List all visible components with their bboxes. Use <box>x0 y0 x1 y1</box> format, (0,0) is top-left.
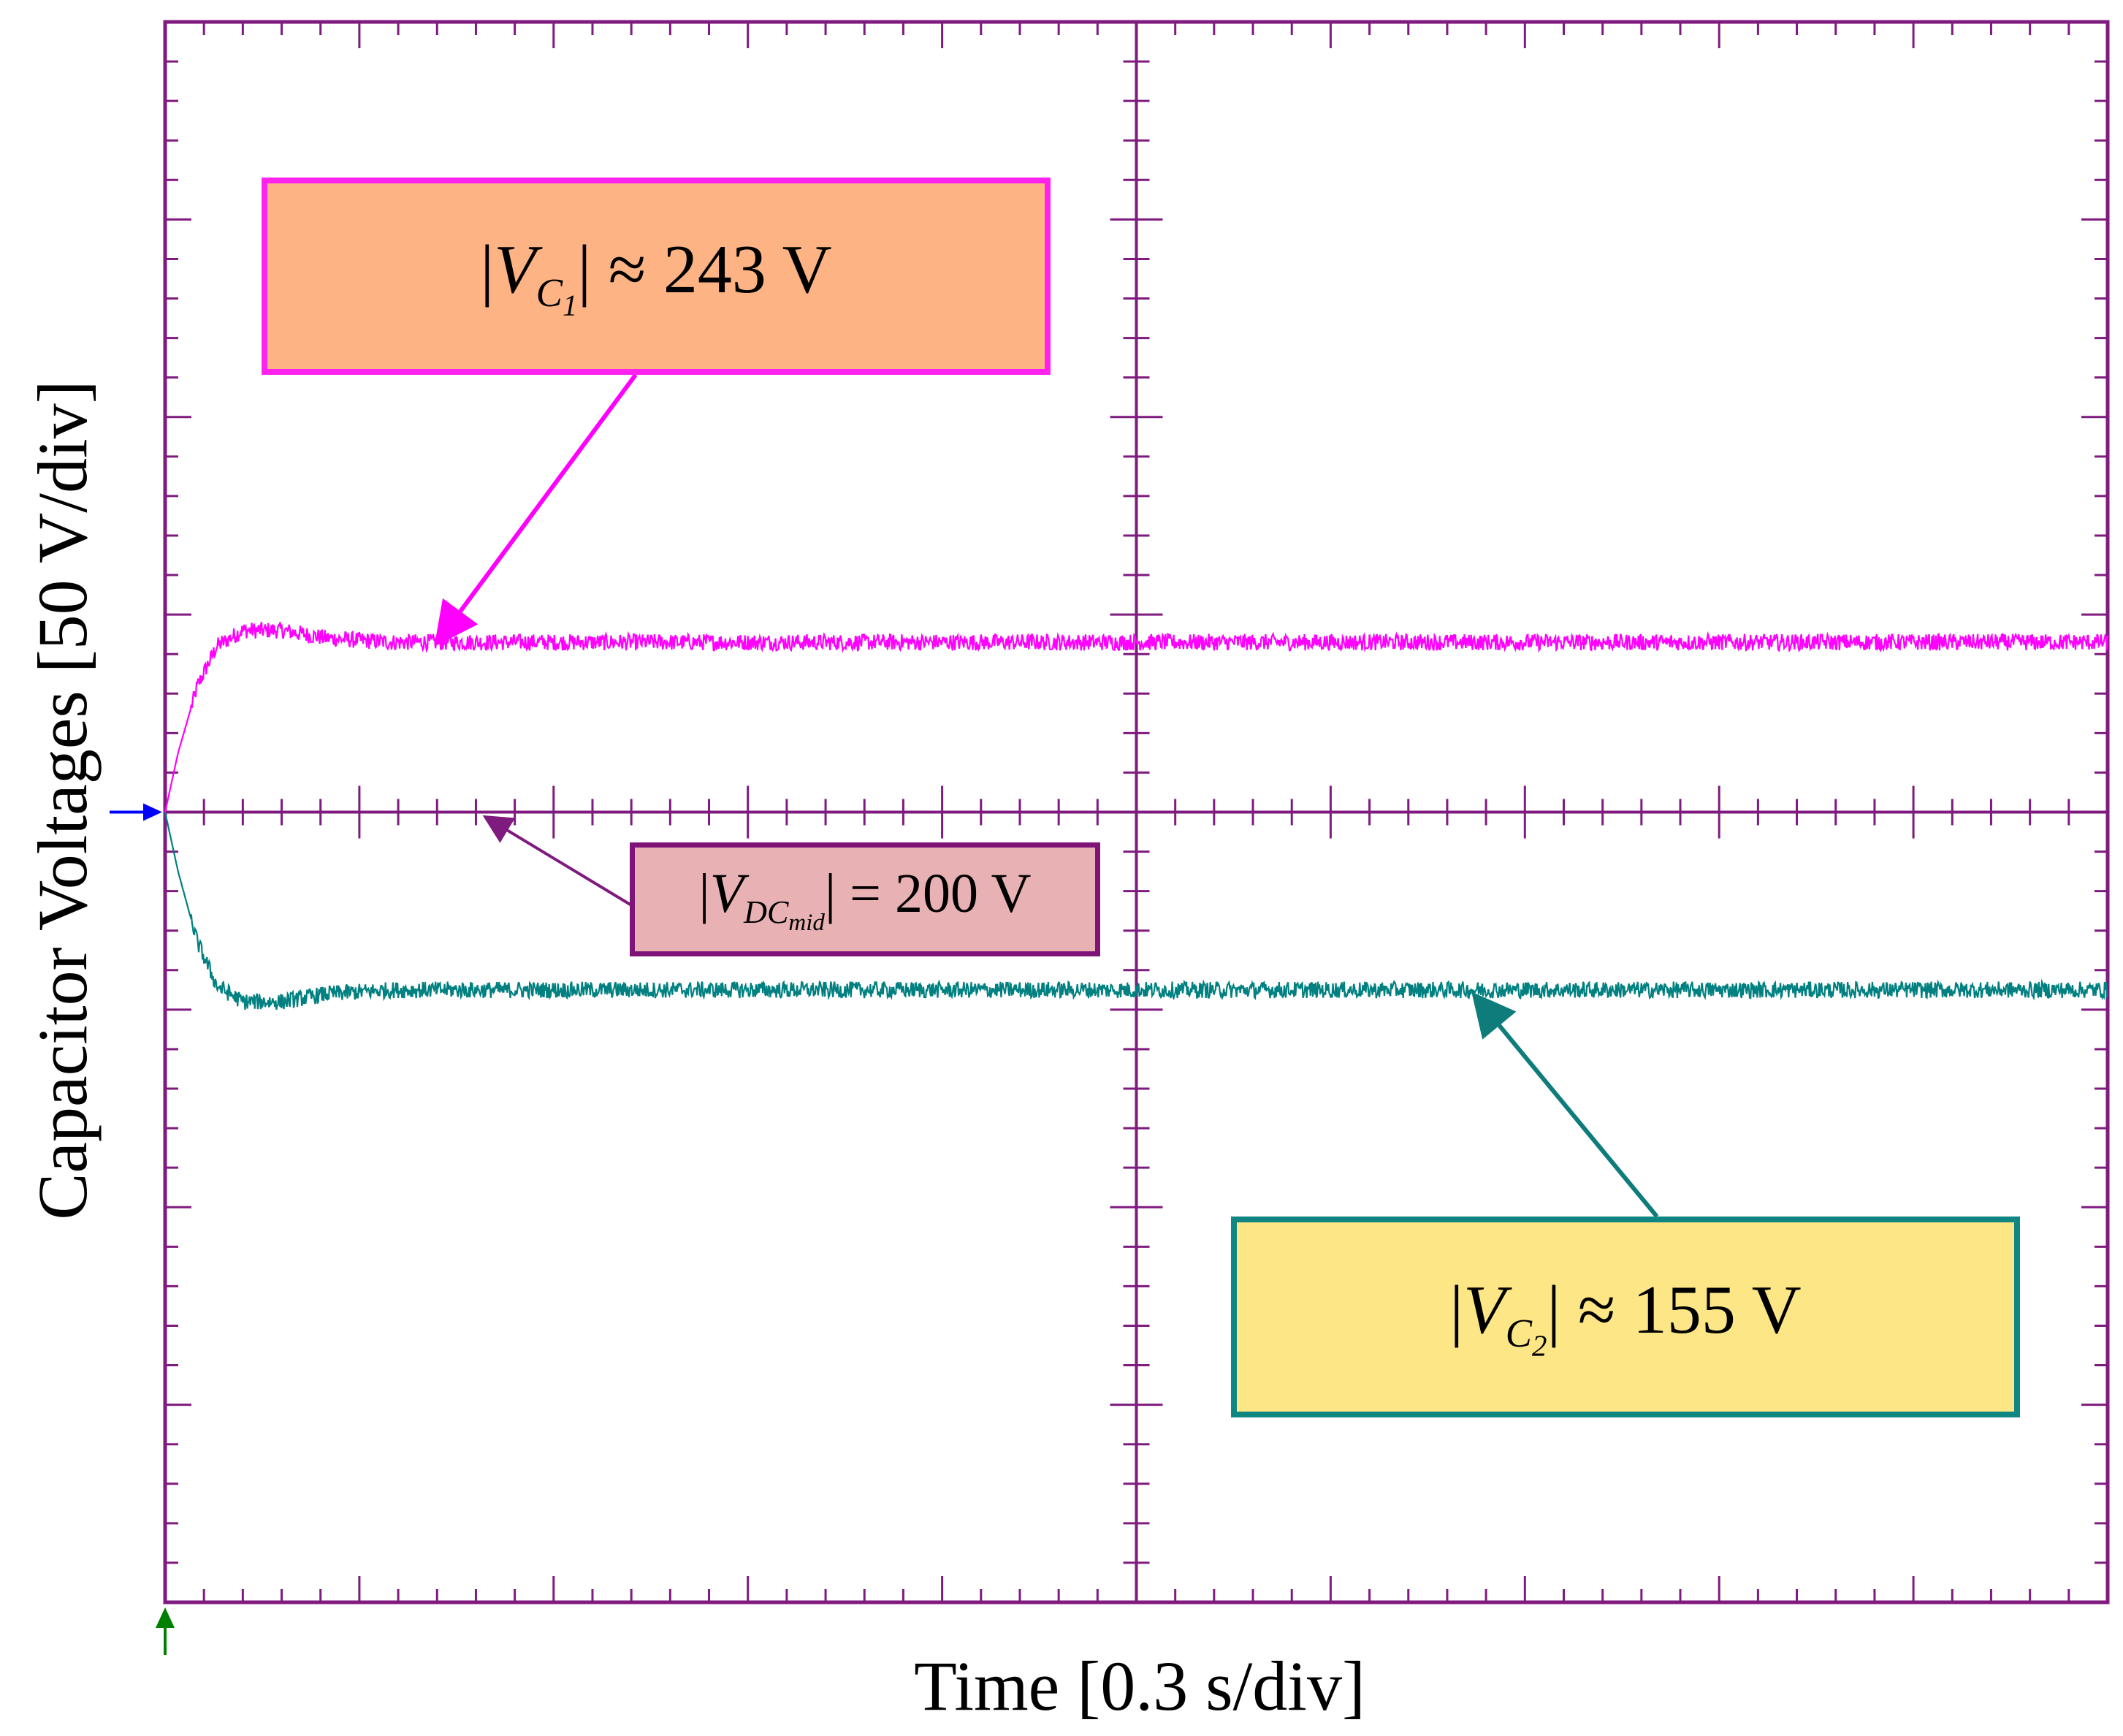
vdc-mid-annotation-box: |VDCmid| = 200 V <box>630 842 1100 956</box>
ground-marker-arrow <box>143 803 162 821</box>
vc2-annotation-text: |VC2| ≈ 155 V <box>1449 1272 1802 1363</box>
vdc-mid-arrow <box>482 815 634 907</box>
trigger-marker-arrow <box>156 1607 175 1628</box>
y-axis-label: Capacitor Voltages [50 V/div] <box>23 380 102 1220</box>
trace-vc1 <box>164 622 2109 812</box>
vc2-arrow <box>1471 991 1659 1218</box>
vc1-arrow <box>434 373 638 647</box>
vc2-annotation-box: |VC2| ≈ 155 V <box>1231 1217 2020 1417</box>
trace-layer <box>164 622 2109 1010</box>
vc1-annotation-box: |VC1| ≈ 243 V <box>262 178 1051 375</box>
trace-vc2 <box>164 812 2108 1010</box>
x-axis-label: Time [0.3 s/div] <box>914 1647 1365 1725</box>
vdc-mid-annotation-text: |VDCmid| = 200 V <box>698 862 1032 937</box>
marker-layer <box>110 803 175 1655</box>
vc1-annotation-text: |VC1| ≈ 243 V <box>480 231 832 322</box>
arrow-layer <box>434 373 1659 1218</box>
grid-layer <box>163 20 2110 1604</box>
